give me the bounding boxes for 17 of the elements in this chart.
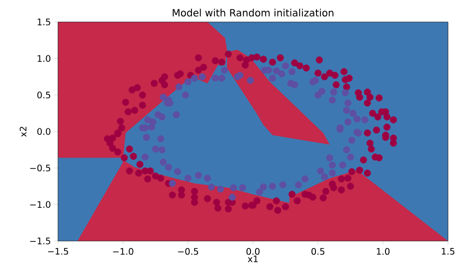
x-tick-label: 0.5: [311, 248, 324, 255]
chart-title: Model with Random initialization: [172, 8, 334, 17]
x-tick-label: −1.5: [48, 248, 68, 255]
y-axis-title: x2: [20, 126, 26, 137]
x-tick-label: 0.0: [246, 248, 260, 255]
y-tick-label: −1.5: [30, 238, 50, 244]
y-tick-label: 0.5: [37, 92, 50, 98]
y-tick-label: −1.0: [30, 201, 50, 208]
x-tick-label: −1.0: [113, 248, 134, 255]
x-tick-label: −0.5: [178, 248, 198, 255]
x-tick-label: 1.5: [442, 248, 454, 255]
y-tick-label: 0.0: [37, 128, 50, 135]
x-axis-title: x1: [248, 256, 258, 262]
y-tick-label: 1.0: [38, 55, 50, 62]
x-tick-label: 1.0: [376, 248, 390, 255]
y-tick-label: 1.5: [38, 18, 50, 26]
y-tick-label: −0.5: [30, 164, 50, 172]
